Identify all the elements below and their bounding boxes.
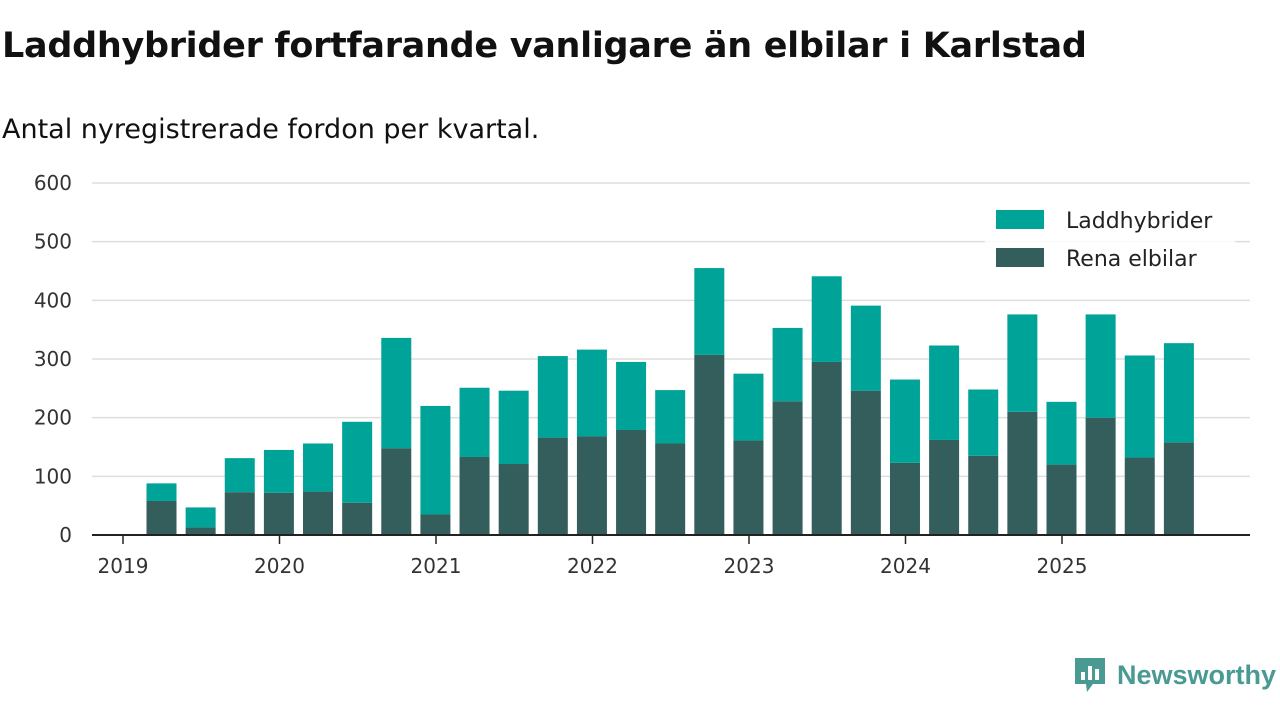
bar-segment-rena-elbilar <box>850 390 881 535</box>
bar-segment-rena-elbilar <box>733 440 764 535</box>
y-tick-label: 0 <box>59 523 72 547</box>
brand-logo: Newsworthy <box>1073 656 1276 694</box>
y-tick-label: 400 <box>34 288 72 312</box>
y-tick-label: 200 <box>34 406 72 430</box>
bar-segment-rena-elbilar <box>1163 442 1194 535</box>
legend-swatch <box>996 248 1044 267</box>
bar-segment-laddhybrider <box>1163 343 1194 443</box>
legend-label: Rena elbilar <box>1066 247 1198 272</box>
bar-segment-rena-elbilar <box>303 491 334 535</box>
bar-segment-rena-elbilar <box>537 437 568 535</box>
y-tick-label: 300 <box>34 347 72 371</box>
bar-segment-laddhybrider <box>303 443 334 492</box>
bar-segment-laddhybrider <box>576 349 607 437</box>
newsworthy-logo-icon <box>1075 658 1105 692</box>
bar-segment-laddhybrider <box>772 327 803 402</box>
bar-segment-laddhybrider <box>420 405 451 515</box>
bar-segment-rena-elbilar <box>1124 457 1155 535</box>
bar-segment-laddhybrider <box>498 390 529 465</box>
bar-segment-rena-elbilar <box>1085 417 1116 535</box>
bar-segment-laddhybrider <box>850 305 881 391</box>
bar-segment-laddhybrider <box>459 387 490 457</box>
bar-segment-rena-elbilar <box>263 492 294 535</box>
x-tick-label: 2019 <box>98 554 149 578</box>
bar-segment-laddhybrider <box>616 361 647 430</box>
bar-segment-laddhybrider <box>342 421 373 503</box>
y-tick-label: 600 <box>34 171 72 195</box>
bar-segment-laddhybrider <box>929 345 960 440</box>
x-tick-label: 2024 <box>880 554 931 578</box>
bar-segment-laddhybrider <box>733 373 764 441</box>
x-tick-label: 2025 <box>1037 554 1088 578</box>
legend-swatch <box>996 210 1044 229</box>
bar-segment-laddhybrider <box>1085 314 1116 418</box>
bar-segment-rena-elbilar <box>968 455 999 535</box>
bar-segment-laddhybrider <box>185 507 216 528</box>
x-tick-label: 2021 <box>411 554 462 578</box>
brand-name: Newsworthy <box>1117 659 1277 690</box>
bar-segment-laddhybrider <box>889 379 920 463</box>
x-tick-label: 2020 <box>254 554 305 578</box>
y-tick-label: 100 <box>34 464 72 488</box>
bar-segment-rena-elbilar <box>576 436 607 535</box>
x-tick-label: 2023 <box>724 554 775 578</box>
bar-segment-rena-elbilar <box>224 492 255 535</box>
bar-segment-laddhybrider <box>537 356 568 438</box>
bar-segment-laddhybrider <box>1046 401 1077 465</box>
bar-segment-laddhybrider <box>381 337 412 449</box>
bar-segment-laddhybrider <box>146 483 177 501</box>
bar-segment-rena-elbilar <box>811 361 842 535</box>
bar-segment-rena-elbilar <box>146 500 177 535</box>
bar-segment-rena-elbilar <box>616 429 647 535</box>
bar-segment-laddhybrider <box>1124 355 1155 458</box>
bar-segment-rena-elbilar <box>655 443 686 535</box>
bar-segment-rena-elbilar <box>694 354 725 535</box>
bar-segment-rena-elbilar <box>929 439 960 535</box>
bar-segment-rena-elbilar <box>889 462 920 535</box>
bar-segment-laddhybrider <box>1007 314 1038 412</box>
y-tick-label: 500 <box>34 230 72 254</box>
bar-segment-laddhybrider <box>263 449 294 493</box>
x-tick-label: 2022 <box>567 554 618 578</box>
bar-segment-rena-elbilar <box>185 527 216 535</box>
chart-subtitle: Antal nyregistrerade fordon per kvartal. <box>2 114 540 145</box>
bar-segment-rena-elbilar <box>459 456 490 535</box>
bar-segment-rena-elbilar <box>420 514 451 535</box>
bar-segment-rena-elbilar <box>498 464 529 535</box>
bar-segment-rena-elbilar <box>1046 464 1077 535</box>
legend-label: Laddhybrider <box>1066 209 1213 234</box>
bar-segment-laddhybrider <box>655 390 686 444</box>
chart-title: Laddhybrider fortfarande vanligare än el… <box>2 26 1087 66</box>
bar-segment-laddhybrider <box>811 276 842 362</box>
bar-segment-rena-elbilar <box>342 502 373 535</box>
bar-segment-rena-elbilar <box>381 448 412 535</box>
bar-segment-laddhybrider <box>968 389 999 456</box>
bar-segment-rena-elbilar <box>1007 411 1038 535</box>
bar-segment-rena-elbilar <box>772 401 803 535</box>
bar-segment-laddhybrider <box>224 458 255 493</box>
bar-segment-laddhybrider <box>694 268 725 355</box>
